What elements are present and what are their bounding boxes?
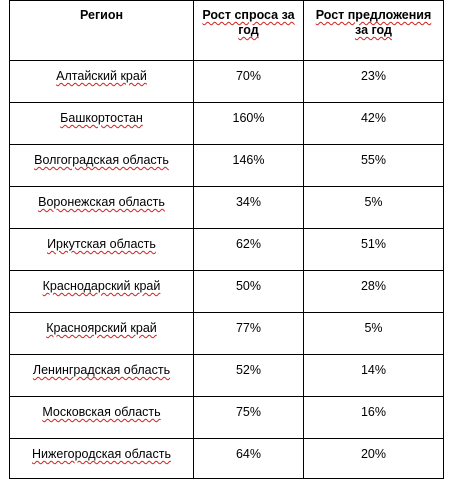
- table-row: Воронежская область 34% 5%: [9, 186, 444, 229]
- demand-growth-cell: 34%: [193, 186, 304, 229]
- supply-growth-cell: 51%: [303, 228, 444, 271]
- table-row: Краснодарский край 50% 28%: [9, 270, 444, 313]
- header-supply-growth: Рост предложения за год: [303, 0, 444, 61]
- demand-growth-cell: 52%: [193, 354, 304, 397]
- region-cell: Башкортостан: [9, 102, 194, 145]
- header-region: Регион: [9, 0, 194, 61]
- demand-growth-cell: 70%: [193, 60, 304, 103]
- supply-growth-cell: 16%: [303, 396, 444, 439]
- region-cell: Воронежская область: [9, 186, 194, 229]
- table-row: Красноярский край 77% 5%: [9, 312, 444, 355]
- supply-growth-cell: 5%: [303, 312, 444, 355]
- region-cell: Алтайский край: [9, 60, 194, 103]
- table-row: Башкортостан 160% 42%: [9, 102, 444, 145]
- demand-growth-cell: 160%: [193, 102, 304, 145]
- table-row: Алтайский край 70% 23%: [9, 60, 444, 103]
- demand-growth-cell: 64%: [193, 438, 304, 479]
- table-row: Волгоградская область 146% 55%: [9, 144, 444, 187]
- demand-growth-cell: 62%: [193, 228, 304, 271]
- region-cell: Волгоградская область: [9, 144, 194, 187]
- region-cell: Московская область: [9, 396, 194, 439]
- table-row: Московская область 75% 16%: [9, 396, 444, 439]
- header-demand-growth: Рост спроса за год: [193, 0, 304, 61]
- region-cell: Красноярский край: [9, 312, 194, 355]
- table-row: Иркутская область 62% 51%: [9, 228, 444, 271]
- table-row: Ленинградская область 52% 14%: [9, 354, 444, 397]
- demand-growth-cell: 50%: [193, 270, 304, 313]
- header-row: Регион Рост спроса за год Рост предложен…: [9, 0, 444, 61]
- supply-growth-cell: 42%: [303, 102, 444, 145]
- region-cell: Иркутская область: [9, 228, 194, 271]
- demand-growth-cell: 146%: [193, 144, 304, 187]
- supply-growth-cell: 20%: [303, 438, 444, 479]
- region-growth-table: Регион Рост спроса за год Рост предложен…: [9, 0, 444, 479]
- supply-growth-cell: 14%: [303, 354, 444, 397]
- table-row: Нижегородская область 64% 20%: [9, 438, 444, 479]
- region-cell: Нижегородская область: [9, 438, 194, 479]
- supply-growth-cell: 23%: [303, 60, 444, 103]
- demand-growth-cell: 75%: [193, 396, 304, 439]
- supply-growth-cell: 5%: [303, 186, 444, 229]
- region-cell: Краснодарский край: [9, 270, 194, 313]
- supply-growth-cell: 28%: [303, 270, 444, 313]
- demand-growth-cell: 77%: [193, 312, 304, 355]
- supply-growth-cell: 55%: [303, 144, 444, 187]
- region-cell: Ленинградская область: [9, 354, 194, 397]
